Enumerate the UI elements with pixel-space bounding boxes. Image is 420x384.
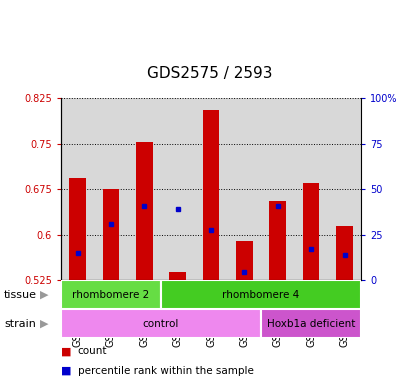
Bar (336, 226, 353, 280)
Bar (203, 110, 219, 280)
Bar (61, 309, 261, 338)
Text: ■: ■ (61, 366, 71, 376)
Text: ▶: ▶ (40, 290, 48, 300)
Bar (303, 183, 320, 280)
Text: rhombomere 4: rhombomere 4 (223, 290, 300, 300)
Text: count: count (78, 346, 107, 356)
Bar (261, 309, 361, 338)
Text: control: control (143, 318, 179, 329)
Bar (102, 189, 119, 280)
Text: rhombomere 2: rhombomere 2 (72, 290, 150, 300)
Bar (136, 142, 152, 280)
Text: percentile rank within the sample: percentile rank within the sample (78, 366, 254, 376)
Text: ■: ■ (61, 346, 71, 356)
Bar (236, 241, 253, 280)
Text: GDS2575 / 2593: GDS2575 / 2593 (147, 66, 273, 81)
Text: strain: strain (4, 318, 36, 329)
Bar (270, 201, 286, 280)
Bar (169, 272, 186, 280)
Text: tissue: tissue (4, 290, 37, 300)
Bar (161, 280, 361, 309)
Bar (61, 280, 161, 309)
Text: Hoxb1a deficient: Hoxb1a deficient (267, 318, 355, 329)
Text: ▶: ▶ (40, 318, 48, 329)
Bar (69, 178, 86, 280)
